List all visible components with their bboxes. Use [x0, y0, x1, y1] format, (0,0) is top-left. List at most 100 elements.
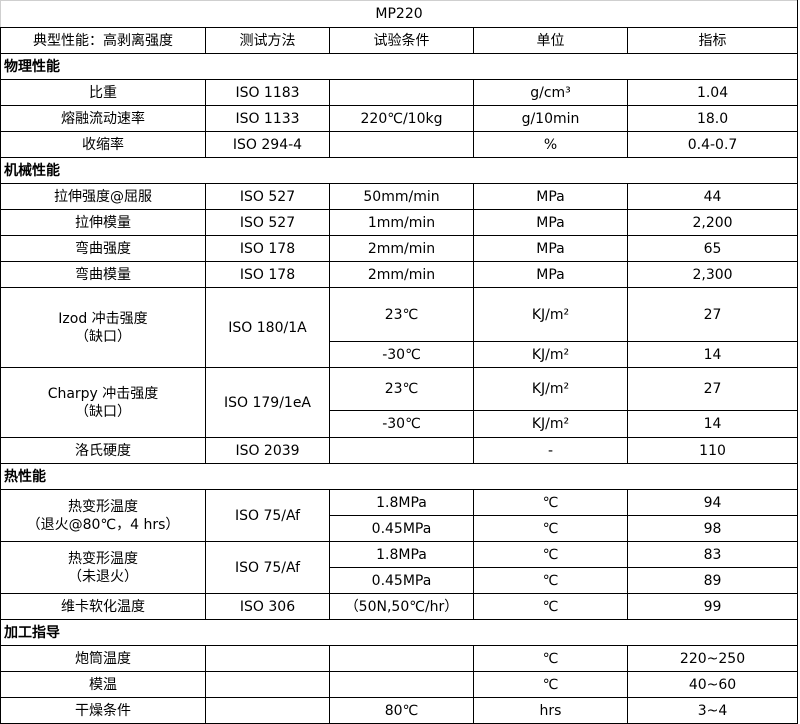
property-label: 比重 — [89, 84, 117, 101]
property-label: 模温 — [89, 676, 117, 693]
table-row: -30℃ KJ/m² 14 — [1, 410, 799, 438]
section-title: 加工指导 — [0, 619, 799, 646]
condition-cell — [329, 645, 474, 672]
condition-cell — [329, 671, 474, 698]
method-cell: ISO 1183 — [205, 79, 330, 106]
method-cell: ISO 75/Af — [205, 489, 330, 542]
condition-cell — [329, 437, 474, 464]
property-label: 洛氏硬度 — [75, 442, 131, 459]
property-cell: Izod 冲击强度 （缺口） — [0, 287, 206, 368]
property-cell: 模温 — [0, 671, 206, 698]
condition-cell: 23℃ — [329, 367, 474, 411]
property-label: 维卡软化温度 — [61, 598, 145, 615]
value-cell: 110 — [626, 437, 799, 464]
condition-cell — [329, 79, 474, 106]
method-cell: ISO 306 — [205, 593, 330, 620]
unit-cell: ℃ — [473, 567, 628, 594]
condition-cell: 0.45MPa — [329, 567, 474, 594]
value-cell: 40~60 — [626, 671, 799, 698]
unit-cell: % — [473, 131, 628, 158]
table-row: 热变形温度 （未退火） ISO 75/Af 1.8MPa ℃ 83 — [0, 541, 799, 594]
property-cell: 拉伸模量 — [0, 209, 206, 236]
method-cell — [205, 671, 330, 698]
property-label: Izod 冲击强度 — [58, 310, 148, 327]
unit-cell: MPa — [473, 261, 628, 288]
value-cell: 3~4 — [626, 697, 799, 724]
method-cell: ISO 179/1eA — [205, 367, 330, 438]
value-cell: 44 — [626, 183, 799, 210]
property-label: 干燥条件 — [75, 702, 131, 719]
value-cell: 2,300 — [626, 261, 799, 288]
table-row: 炮筒温度 ℃ 220~250 — [0, 645, 799, 672]
value-cell: 65 — [626, 235, 799, 262]
unit-cell: - — [473, 437, 628, 464]
section-title: 物理性能 — [0, 53, 799, 80]
table-row: 熔融流动速率 ISO 1133 220℃/10kg g/10min 18.0 — [0, 105, 799, 132]
table-title: MP220 — [0, 0, 799, 28]
property-label: （退火@80℃，4 hrs） — [26, 516, 180, 533]
header-condition: 试验条件 — [329, 27, 474, 54]
condition-cell: -30℃ — [329, 410, 474, 438]
value-cell: 27 — [626, 287, 799, 342]
header-method: 测试方法 — [205, 27, 330, 54]
value-cell: 18.0 — [626, 105, 799, 132]
section-title: 热性能 — [0, 463, 799, 490]
unit-cell: KJ/m² — [473, 367, 628, 411]
method-cell: ISO 178 — [205, 261, 330, 288]
table-row: Charpy 冲击强度 （缺口） ISO 179/1eA 23℃ KJ/m² 27 — [0, 367, 799, 438]
property-cell: 炮筒温度 — [0, 645, 206, 672]
property-label: （缺口） — [75, 403, 131, 420]
unit-cell: KJ/m² — [473, 341, 628, 368]
condition-cell: 1.8MPa — [329, 489, 474, 516]
unit-cell: ℃ — [473, 515, 628, 542]
condition-cell: 2mm/min — [329, 261, 474, 288]
table-row: -30℃ KJ/m² 14 — [1, 341, 799, 368]
unit-cell: MPa — [473, 235, 628, 262]
method-cell: ISO 527 — [205, 209, 330, 236]
table-row: 0.45MPa ℃ 89 — [1, 567, 799, 594]
property-label: 熔融流动速率 — [61, 110, 145, 127]
property-label: Charpy 冲击强度 — [47, 385, 159, 402]
unit-cell: ℃ — [473, 593, 628, 620]
table-row: 0.45MPa ℃ 98 — [1, 515, 799, 542]
table-row: 热变形温度 （退火@80℃，4 hrs） ISO 75/Af 1.8MPa ℃ 94 — [0, 489, 799, 542]
table-row: 模温 ℃ 40~60 — [0, 671, 799, 698]
value-cell: 27 — [626, 367, 799, 411]
title-row: MP220 — [0, 0, 799, 28]
condition-cell: 1.8MPa — [329, 541, 474, 568]
method-cell — [205, 697, 330, 724]
value-cell: 89 — [626, 567, 799, 594]
property-cell: Charpy 冲击强度 （缺口） — [0, 367, 206, 438]
method-cell: ISO 1133 — [205, 105, 330, 132]
unit-cell: KJ/m² — [473, 287, 628, 342]
property-cell: 弯曲强度 — [0, 235, 206, 262]
table-row: 洛氏硬度 ISO 2039 -110 — [0, 437, 799, 464]
header-property: 典型性能：高剥离强度 — [0, 27, 206, 54]
table-row: 维卡软化温度 ISO 306 （50N,50℃/hr） ℃ 99 — [0, 593, 799, 620]
property-label: 拉伸模量 — [75, 214, 131, 231]
unit-cell: hrs — [473, 697, 628, 724]
property-label: 热变形温度 — [68, 498, 138, 515]
property-cell: 维卡软化温度 — [0, 593, 206, 620]
property-cell: 洛氏硬度 — [0, 437, 206, 464]
unit-cell: ℃ — [473, 671, 628, 698]
value-cell: 14 — [626, 341, 799, 368]
unit-cell: ℃ — [473, 489, 628, 516]
condition-cell: （50N,50℃/hr） — [329, 593, 474, 620]
value-cell: 98 — [626, 515, 799, 542]
header-row: 典型性能：高剥离强度 测试方法 试验条件 单位 指标 — [0, 27, 799, 54]
condition-cell: 1mm/min — [329, 209, 474, 236]
property-label: 收缩率 — [82, 136, 124, 153]
property-cell: 干燥条件 — [0, 697, 206, 724]
method-cell — [205, 645, 330, 672]
property-cell: 收缩率 — [0, 131, 206, 158]
condition-cell: 23℃ — [329, 287, 474, 342]
property-cell: 弯曲模量 — [0, 261, 206, 288]
unit-cell: g/10min — [473, 105, 628, 132]
table-row: 拉伸强度@屈服 ISO 527 50mm/min MPa 44 — [0, 183, 799, 210]
property-cell: 熔融流动速率 — [0, 105, 206, 132]
property-cell: 比重 — [0, 79, 206, 106]
value-cell: 83 — [626, 541, 799, 568]
condition-cell: -30℃ — [329, 341, 474, 368]
